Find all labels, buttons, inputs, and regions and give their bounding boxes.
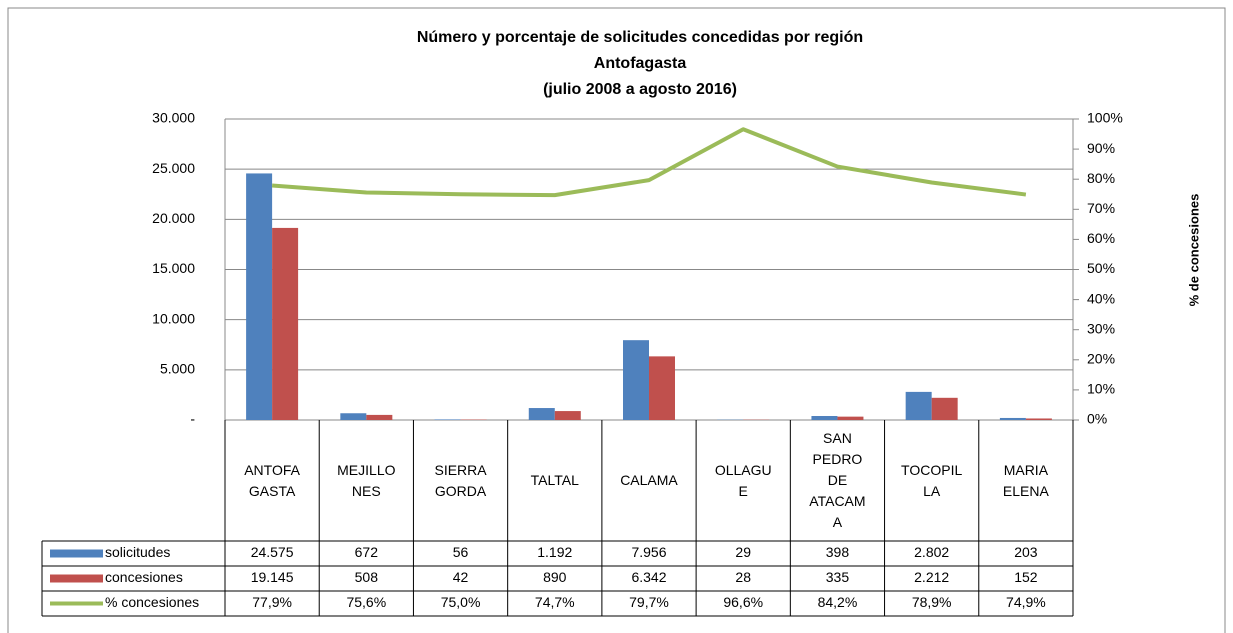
table-value: 84,2% xyxy=(818,594,858,610)
legend-key xyxy=(50,549,103,558)
bar xyxy=(272,227,299,420)
chart-title: (julio 2008 a agosto 2016) xyxy=(543,81,737,98)
table-value: 24.575 xyxy=(251,544,294,560)
category-cell: TALTAL xyxy=(530,472,579,488)
category-cell: CALAMA xyxy=(620,472,678,488)
bar xyxy=(1025,418,1052,420)
table-value: 19.145 xyxy=(251,569,294,585)
category-cell: SIERRA GORDA xyxy=(434,461,487,499)
bar xyxy=(554,411,581,420)
category-cell: SAN PEDRO DE ATACAM A xyxy=(809,430,866,530)
table-value: 29 xyxy=(735,544,751,560)
table-value: 74,7% xyxy=(535,594,575,610)
category-cell: MARIA ELENA xyxy=(1002,461,1049,499)
table-value: 508 xyxy=(355,569,379,585)
chart-title: Antofagasta xyxy=(594,55,687,72)
bar xyxy=(434,419,461,420)
y2-tick-label: 20% xyxy=(1087,351,1115,367)
x-tick-label: TALTAL xyxy=(530,472,579,488)
y2-axis-title: % de concesiones xyxy=(1186,194,1201,307)
y-tick-label: 10.000 xyxy=(152,310,195,326)
y-tick-label: 5.000 xyxy=(160,361,195,377)
category-cell: ANTOFA GASTA xyxy=(244,461,300,499)
table-value: 335 xyxy=(826,569,850,585)
x-tick-label: TOCOPIL LA xyxy=(901,461,963,499)
category-cell: OLLAGU E xyxy=(714,461,772,499)
x-tick-label: MARIA ELENA xyxy=(1002,461,1049,499)
bar xyxy=(649,356,675,420)
table-value: 74,9% xyxy=(1006,594,1046,610)
bar xyxy=(905,391,932,420)
bar xyxy=(931,397,958,420)
table-value: 42 xyxy=(453,569,469,585)
x-tick-label: SAN PEDRO DE ATACAM A xyxy=(809,430,866,530)
chart-frame xyxy=(7,7,1226,633)
table-value: 6.342 xyxy=(631,569,666,585)
table-value: 890 xyxy=(543,569,567,585)
table-value: 28 xyxy=(735,569,751,585)
bar xyxy=(366,414,393,420)
y2-tick-label: 100% xyxy=(1087,110,1123,126)
y2-tick-label: 50% xyxy=(1087,260,1115,276)
category-cell: MEJILLO NES xyxy=(337,461,396,499)
table-value: 96,6% xyxy=(723,594,763,610)
table-value: 56 xyxy=(453,544,469,560)
x-tick-label: ANTOFA GASTA xyxy=(244,461,300,499)
x-tick-label: CALAMA xyxy=(620,472,678,488)
legend-key xyxy=(50,574,103,583)
bar xyxy=(340,413,367,420)
bar xyxy=(837,416,864,420)
y-tick-label: - xyxy=(190,411,195,427)
legend-label: % concesiones xyxy=(105,594,199,610)
y-tick-label: 15.000 xyxy=(152,260,195,276)
y2-tick-label: 90% xyxy=(1087,140,1115,156)
table-value: 77,9% xyxy=(252,594,292,610)
bar xyxy=(623,340,649,420)
table-value: 75,6% xyxy=(346,594,386,610)
table-value: 398 xyxy=(826,544,850,560)
y-tick-label: 25.000 xyxy=(152,160,195,176)
legend-label: concesiones xyxy=(105,569,183,585)
table-value: 78,9% xyxy=(912,594,952,610)
y2-tick-label: 80% xyxy=(1087,170,1115,186)
table-value: 152 xyxy=(1014,569,1038,585)
table-value: 2.212 xyxy=(914,569,949,585)
chart-title: Número y porcentaje de solicitudes conce… xyxy=(417,29,863,46)
x-tick-label: OLLAGU E xyxy=(714,461,772,499)
table-value: 79,7% xyxy=(629,594,669,610)
line-series xyxy=(271,127,1027,198)
y-tick-label: 20.000 xyxy=(152,210,195,226)
y2-tick-label: 10% xyxy=(1087,381,1115,397)
y2-tick-label: 0% xyxy=(1087,411,1107,427)
category-cell: TOCOPIL LA xyxy=(901,461,963,499)
legend-label: solicitudes xyxy=(105,544,170,560)
table-value: 1.192 xyxy=(537,544,572,560)
bar xyxy=(811,416,838,420)
table-value: 75,0% xyxy=(441,594,481,610)
bar xyxy=(246,173,273,420)
table-value: 672 xyxy=(355,544,379,560)
y2-tick-label: 30% xyxy=(1087,320,1115,336)
table-value: 203 xyxy=(1014,544,1038,560)
table-value: 2.802 xyxy=(914,544,949,560)
y2-tick-label: 60% xyxy=(1087,230,1115,246)
bar xyxy=(999,417,1026,420)
y-tick-label: 30.000 xyxy=(152,110,195,126)
x-tick-label: MEJILLO NES xyxy=(337,461,396,499)
table-value: 7.956 xyxy=(631,544,666,560)
x-tick-label: SIERRA GORDA xyxy=(434,461,487,499)
bar xyxy=(528,408,555,420)
y2-tick-label: 70% xyxy=(1087,200,1115,216)
y2-tick-label: 40% xyxy=(1087,290,1115,306)
